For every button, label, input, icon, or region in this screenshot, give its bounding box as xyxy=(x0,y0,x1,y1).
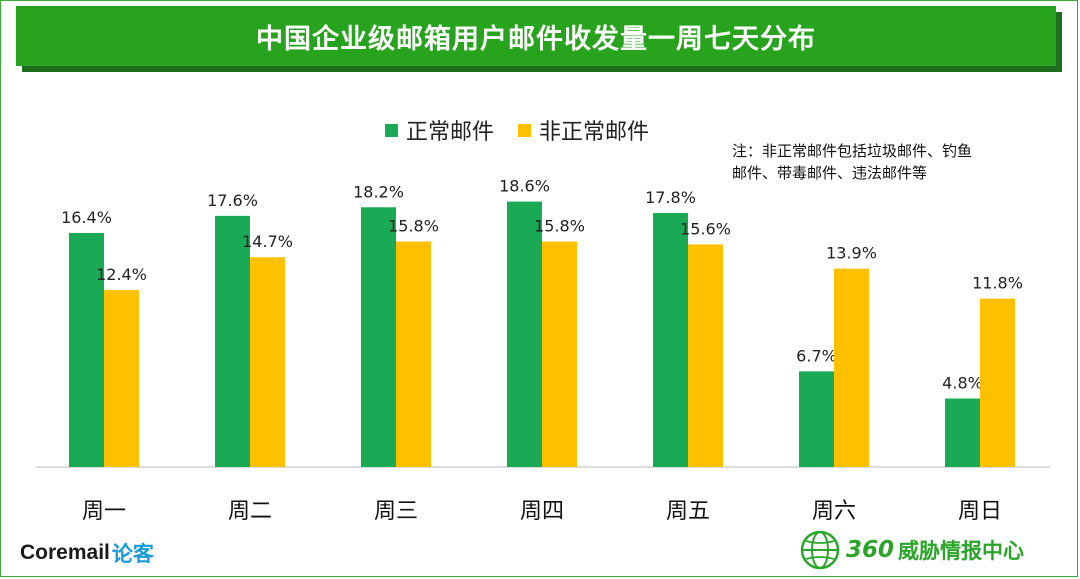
legend-swatch-abnormal xyxy=(518,123,532,137)
title-bar: 中国企业级邮箱用户邮件收发量一周七天分布 xyxy=(16,6,1056,66)
bar-abnormal-2 xyxy=(250,257,285,467)
legend-swatch-normal xyxy=(385,123,398,137)
bar-abnormal-7 xyxy=(980,298,1015,467)
bar-normal-3 xyxy=(361,207,396,467)
legend-label-normal: 正常邮件 xyxy=(406,120,495,145)
note-line-1: 注：非正常邮件包括垃圾邮件、钓鱼 xyxy=(732,142,973,160)
note-line-2: 邮件、带毒邮件、违法邮件等 xyxy=(732,164,928,182)
x-tick-label-2: 周二 xyxy=(228,499,272,524)
data-label-abnormal-5: 15.6% xyxy=(680,219,731,238)
data-label-normal-5: 17.8% xyxy=(645,188,696,207)
data-label-abnormal-2: 14.7% xyxy=(242,232,293,251)
legend-item-abnormal: 非正常邮件 xyxy=(518,114,649,146)
bar-normal-2 xyxy=(215,215,250,467)
brand-360: 360 xyxy=(846,537,895,563)
data-label-normal-3: 18.2% xyxy=(353,182,404,201)
legend: 正常邮件 非正常邮件 xyxy=(385,114,673,146)
bar-normal-4 xyxy=(507,201,542,467)
bar-normal-5 xyxy=(653,212,688,467)
bar-abnormal-1 xyxy=(104,290,139,467)
x-tick-label-6: 周六 xyxy=(812,499,856,524)
data-label-abnormal-6: 13.9% xyxy=(826,244,877,263)
data-label-abnormal-4: 15.8% xyxy=(534,217,585,236)
bar-normal-1 xyxy=(69,232,104,467)
x-tick-label-4: 周四 xyxy=(520,499,564,524)
bar-normal-6 xyxy=(799,371,834,467)
coremail-logo: Coremail 论客 xyxy=(20,538,154,568)
chart-note: 注：非正常邮件包括垃圾邮件、钓鱼 邮件、带毒邮件、违法邮件等 xyxy=(732,140,1062,184)
legend-label-abnormal: 非正常邮件 xyxy=(539,120,650,145)
bar-abnormal-3 xyxy=(396,241,431,467)
data-label-abnormal-1: 12.4% xyxy=(96,265,147,284)
x-tick-label-5: 周五 xyxy=(666,499,710,524)
bar-normal-7 xyxy=(945,398,980,467)
chart-title: 中国企业级邮箱用户邮件收发量一周七天分布 xyxy=(256,23,816,55)
coremail-wordmark: Coremail xyxy=(20,541,110,564)
x-tick-label-3: 周三 xyxy=(374,499,418,524)
x-tick-label-7: 周日 xyxy=(958,499,1002,524)
legend-item-normal: 正常邮件 xyxy=(385,114,494,146)
data-label-abnormal-3: 15.8% xyxy=(388,217,439,236)
bar-abnormal-6 xyxy=(834,268,869,467)
bar-abnormal-4 xyxy=(542,241,577,467)
data-label-normal-6: 6.7% xyxy=(796,346,837,365)
data-label-abnormal-7: 11.8% xyxy=(972,274,1023,293)
globe-icon xyxy=(800,530,840,570)
lunke-wordmark: 论客 xyxy=(111,542,154,566)
brand-360-logo: 360 威胁情报中心 xyxy=(800,530,1024,570)
data-label-normal-7: 4.8% xyxy=(942,374,983,393)
data-label-normal-2: 17.6% xyxy=(207,191,258,210)
bar-abnormal-5 xyxy=(688,244,723,467)
data-label-normal-4: 18.6% xyxy=(499,177,550,196)
brand-text: 威胁情报中心 xyxy=(898,539,1025,563)
data-label-normal-1: 16.4% xyxy=(61,208,112,227)
x-tick-label-1: 周一 xyxy=(82,499,126,524)
